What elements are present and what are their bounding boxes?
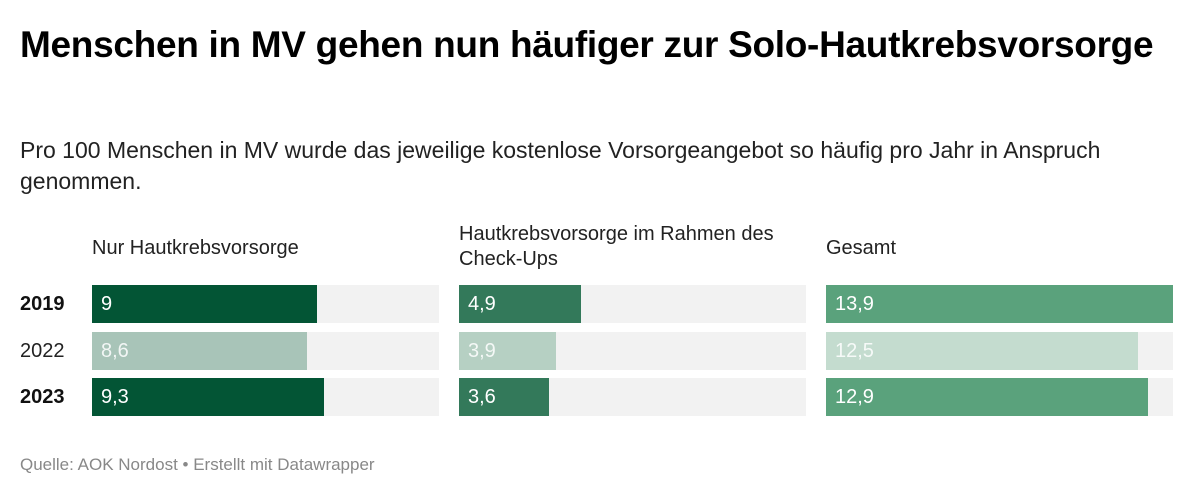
chart-subtitle: Pro 100 Menschen in MV wurde das jeweili… xyxy=(20,137,1101,194)
bar-value-label: 4,9 xyxy=(468,293,496,315)
bar-value-label: 3,9 xyxy=(468,340,496,362)
series-title: Gesamt xyxy=(826,237,897,259)
bar xyxy=(92,332,307,370)
series-title: Hautkrebsvorsorge im Rahmen des Check-Up… xyxy=(459,223,774,270)
bar-track: 4,9 xyxy=(459,285,806,323)
bar xyxy=(92,285,317,323)
bar xyxy=(459,285,581,323)
category-label: 2023 xyxy=(20,386,65,408)
series-title: Nur Hautkrebsvorsorge xyxy=(92,237,299,259)
chart-title: Menschen in MV gehen nun häufiger zur So… xyxy=(20,24,1154,65)
bar-track: 3,6 xyxy=(459,378,806,416)
category-label: 2019 xyxy=(20,293,65,315)
bar xyxy=(826,378,1148,416)
bar-track: 9 xyxy=(92,285,439,323)
bar-track: 13,9 xyxy=(826,285,1173,323)
bar-value-label: 13,9 xyxy=(835,293,874,315)
bar xyxy=(92,378,324,416)
bar-track: 12,9 xyxy=(826,378,1173,416)
bar-track: 8,6 xyxy=(92,332,439,370)
bar-track: 3,9 xyxy=(459,332,806,370)
bar xyxy=(826,332,1138,370)
bar xyxy=(459,332,556,370)
bar-value-label: 8,6 xyxy=(101,340,129,362)
bar-track: 12,5 xyxy=(826,332,1173,370)
bar-value-label: 12,5 xyxy=(835,340,874,362)
bar xyxy=(459,378,549,416)
bar-value-label: 12,9 xyxy=(835,386,874,408)
bar-value-label: 9 xyxy=(101,293,113,315)
bar xyxy=(826,285,1173,323)
bar-value-label: 3,6 xyxy=(468,386,496,408)
source-footer: Quelle: AOK Nordost • Erstellt mit Dataw… xyxy=(20,455,375,474)
category-label: 2022 xyxy=(20,340,65,362)
bar-value-label: 9,3 xyxy=(101,386,129,408)
bar-track: 9,3 xyxy=(92,378,439,416)
